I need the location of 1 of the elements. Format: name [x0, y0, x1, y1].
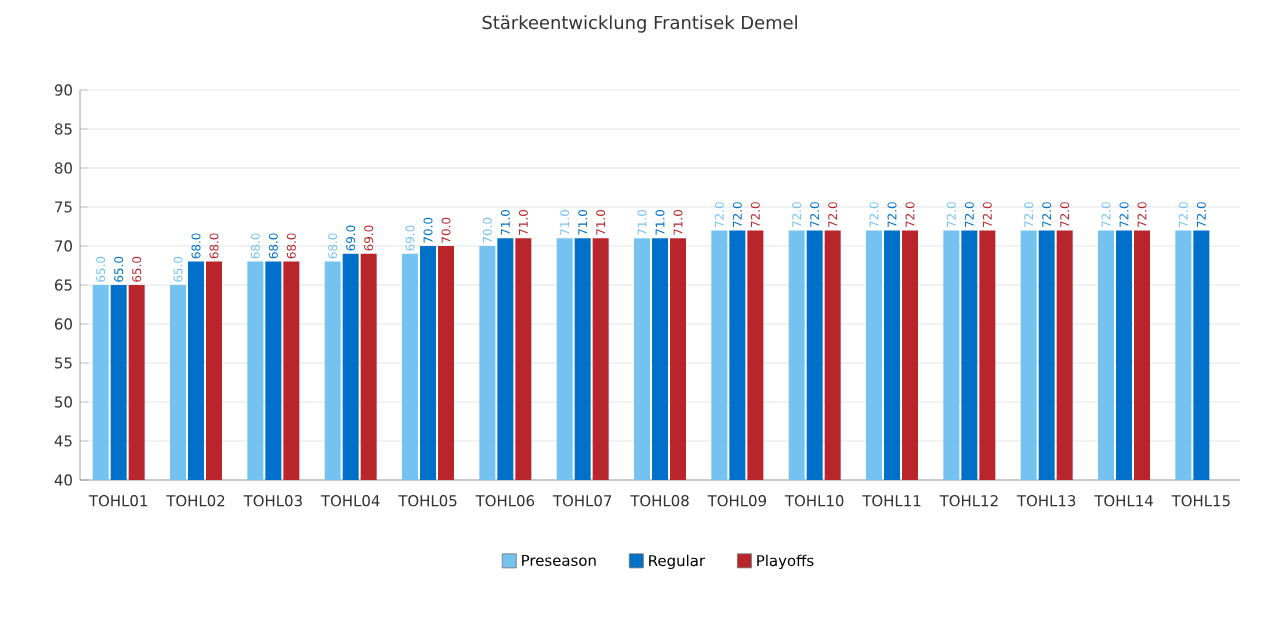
- chart-title: Stärkeentwicklung Frantisek Demel: [482, 15, 797, 33]
